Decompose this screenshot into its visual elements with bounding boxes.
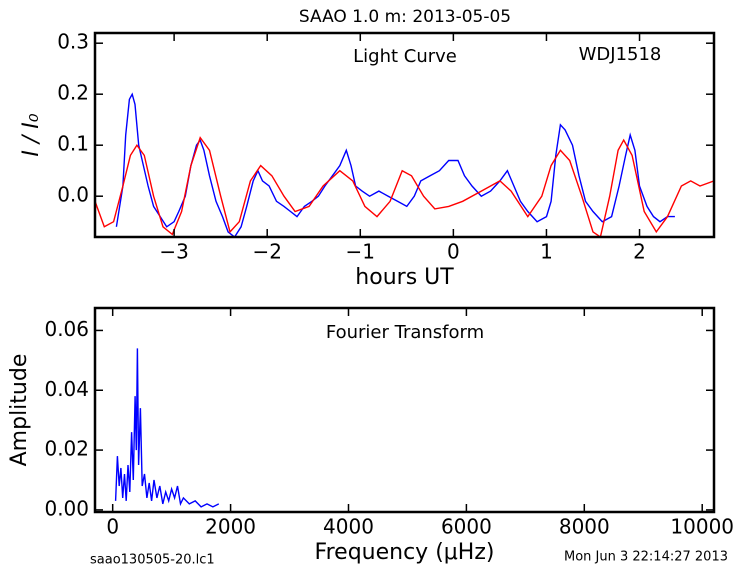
y-tick-label: 0.3 [57, 30, 89, 54]
x-tick-label: −2 [252, 240, 281, 264]
x-tick-label: 0 [106, 515, 119, 539]
axes-frame [93, 31, 716, 239]
axes-frame [93, 306, 716, 514]
y-tick-label: 0.06 [44, 317, 89, 341]
footer-date: Mon Jun 3 22:14:27 2013 [564, 550, 728, 565]
x-tick-label: 8000 [559, 515, 610, 539]
data-line [95, 136, 714, 237]
data-line [115, 92, 675, 237]
x-axis-label: hours UT [355, 265, 454, 290]
y-tick-label: 0.0 [57, 183, 89, 207]
annotation: WDJ1518 [579, 44, 662, 65]
x-tick-label: −1 [346, 240, 375, 264]
x-tick-label: 2 [633, 240, 646, 264]
x-tick-label: 6000 [441, 515, 492, 539]
footer-file: saao130505-20.lc1 [90, 553, 215, 568]
y-tick-label: 0.1 [57, 132, 89, 156]
x-tick-label: 4000 [323, 515, 374, 539]
y-axis-label: Amplitude [7, 354, 32, 467]
annotation: Light Curve [353, 46, 457, 67]
figure-title: SAAO 1.0 m: 2013-05-05 [299, 7, 511, 27]
y-tick-label: 0.04 [44, 377, 89, 401]
x-tick-label: 10000 [670, 515, 734, 539]
y-tick-label: 0.02 [44, 437, 89, 461]
y-tick-label: 0.00 [44, 496, 89, 520]
x-tick-label: −3 [159, 240, 188, 264]
x-axis-label: Frequency (μHz) [315, 540, 495, 565]
y-tick-label: 0.2 [57, 81, 89, 105]
x-tick-label: 0 [447, 240, 460, 264]
data-line [114, 348, 220, 508]
annotation: Fourier Transform [326, 322, 484, 343]
x-tick-label: 2000 [205, 515, 256, 539]
y-axis-label: I / I₀ [19, 113, 44, 156]
x-tick-label: 1 [540, 240, 553, 264]
